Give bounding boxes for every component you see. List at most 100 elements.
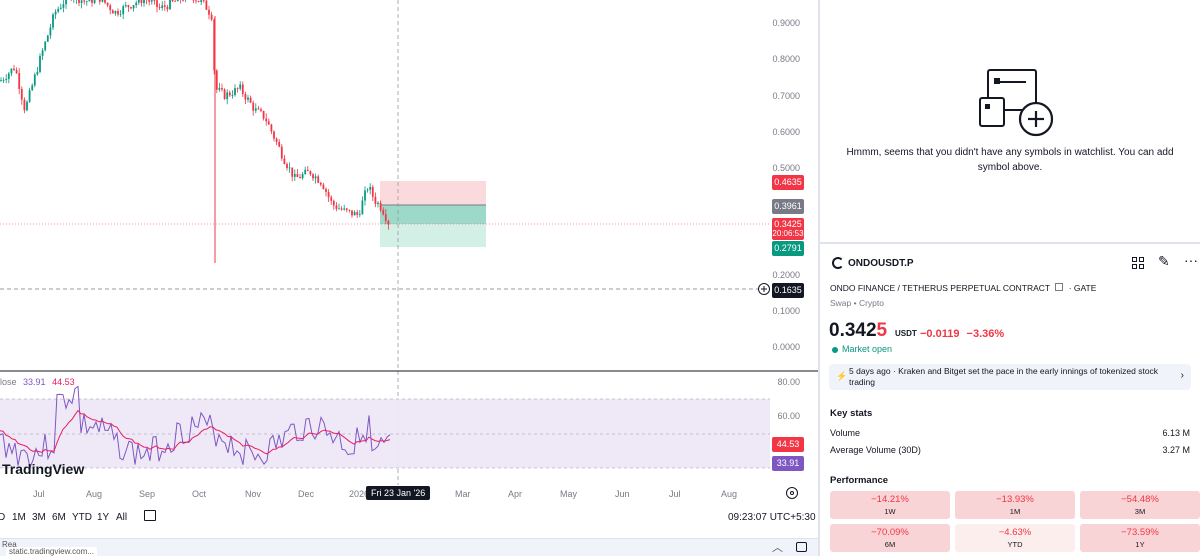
candle-body [80, 0, 83, 4]
price-axis-label: 0.0000 [772, 342, 800, 352]
performance-period: 1W [884, 507, 896, 516]
candle-body [358, 214, 361, 216]
candle-body [5, 78, 8, 80]
news-time: 5 days ago [849, 366, 891, 376]
candle-body [382, 210, 385, 215]
candle-body [10, 68, 13, 74]
last-price-tag: 0.3425 20:06:53 [772, 218, 804, 240]
edit-icon[interactable]: ✎ [1158, 253, 1170, 269]
range-button-all[interactable]: All [116, 512, 128, 523]
range-button-1d[interactable]: D [0, 512, 6, 523]
candle-body [296, 174, 299, 178]
candle-body [353, 212, 356, 216]
candle-body [36, 71, 39, 75]
price-axis-label: 0.7000 [772, 91, 800, 101]
last-price-value: 0.3425 [774, 219, 802, 229]
key-stats-title: Key stats [830, 408, 873, 419]
time-axis-label: May [560, 489, 578, 499]
rsi-axis-label: 80.00 [777, 377, 800, 387]
candle-body [200, 0, 203, 2]
candle-body [234, 88, 236, 96]
date-range-icon[interactable] [144, 510, 156, 521]
performance-cell-1w[interactable]: −14.21% 1W [830, 491, 950, 519]
candle-body [59, 7, 62, 9]
candle-body [275, 138, 278, 142]
candle-body [2, 79, 5, 81]
candles-group [0, 0, 390, 263]
candle-body [379, 202, 382, 211]
performance-cell-1y[interactable]: −73.59% 1Y [1080, 524, 1200, 552]
candle-body [270, 124, 273, 132]
candle-body [335, 205, 338, 209]
performance-cell-3m[interactable]: −54.48% 3M [1080, 491, 1200, 519]
chart-settings-icon[interactable] [786, 487, 798, 499]
candle-body [299, 177, 301, 179]
external-link-icon[interactable] [1055, 283, 1064, 291]
position-target-zone [380, 181, 486, 205]
rsi-legend[interactable]: lose 33.91 44.53 [0, 377, 75, 387]
range-button-3m[interactable]: 3M [32, 512, 46, 523]
performance-value: −14.21% [871, 494, 909, 505]
candle-body [366, 189, 369, 191]
market-status: Market open [842, 344, 893, 354]
chevron-right-icon[interactable]: › [1180, 370, 1184, 381]
rsi-tag: 33.91 [772, 456, 804, 471]
candle-body [317, 176, 320, 183]
performance-cell-1m[interactable]: −13.93% 1M [955, 491, 1075, 519]
range-button-ytd[interactable]: YTD [72, 512, 92, 523]
range-button-1y[interactable]: 1Y [97, 512, 110, 523]
candle-body [332, 200, 335, 206]
stat-label: Average Volume (30D) [830, 445, 921, 455]
candle-body [41, 50, 44, 56]
candle-body [114, 11, 117, 14]
price-chart[interactable] [0, 0, 818, 505]
candle-body [163, 5, 166, 7]
performance-cell-ytd[interactable]: −4.63% YTD [955, 524, 1075, 552]
more-options-icon[interactable]: ··· [1184, 252, 1198, 268]
candle-body [20, 88, 23, 100]
candle-body [283, 158, 286, 164]
time-axis-label: Oct [192, 489, 207, 499]
candle-body [301, 174, 304, 179]
range-button-1m[interactable]: 1M [12, 512, 26, 523]
symbol-details: ONDOUSDT.P ✎ ··· ONDO FINANCE / TETHERUS… [820, 244, 1200, 556]
candle-body [377, 202, 379, 204]
stop-price-tag: 0.2791 [772, 241, 804, 256]
news-item[interactable]: ⚡ 5 days ago · Kraken and Bitget set the… [829, 364, 1191, 390]
watchlist-empty-state: Hmmm, seems that you didn't have any sym… [820, 0, 1200, 240]
candle-body [166, 6, 169, 10]
candle-body [236, 88, 239, 89]
range-button-6m[interactable]: 6M [52, 512, 66, 523]
candle-body [325, 189, 327, 192]
symbol-name[interactable]: ONDOUSDT.P [848, 258, 914, 269]
candle-body [260, 109, 262, 111]
candle-body [83, 0, 86, 2]
candle-body [15, 70, 18, 74]
performance-cell-6m[interactable]: −70.09% 6M [830, 524, 950, 552]
candle-body [33, 74, 36, 86]
panel-separator[interactable] [820, 242, 1200, 244]
current-time[interactable]: 09:23:07 UTC+5:30 [728, 512, 816, 523]
candle-body [119, 14, 122, 15]
maximize-icon[interactable] [796, 542, 807, 552]
candle-body [197, 0, 200, 2]
time-axis-label: Jul [669, 489, 681, 499]
candle-body [215, 70, 218, 90]
symbol-exchange[interactable]: · GATE [1068, 283, 1097, 293]
chart-area[interactable]: 0.9000 0.8000 0.7000 0.6000 0.5000 0.200… [0, 0, 818, 556]
grid-view-icon[interactable] [1132, 257, 1145, 270]
performance-value: −73.59% [1121, 527, 1159, 538]
lightning-icon: ⚡ [836, 371, 848, 381]
candle-body [278, 141, 281, 147]
time-axis-label: Jul [33, 489, 45, 499]
candle-body [106, 2, 109, 6]
empty-watchlist-message: Hmmm, seems that you didn't have any sym… [846, 147, 1174, 173]
price-axis-label: 0.5000 [772, 163, 800, 173]
candle-body [221, 88, 223, 90]
panel-divider[interactable] [818, 0, 820, 556]
candle-body [309, 171, 312, 175]
collapse-icon[interactable]: ︿ [772, 542, 783, 554]
time-axis-label: 2026 [349, 489, 370, 499]
price-change: −0.0119 −3.36% [920, 328, 1004, 340]
candle-body [44, 41, 47, 51]
